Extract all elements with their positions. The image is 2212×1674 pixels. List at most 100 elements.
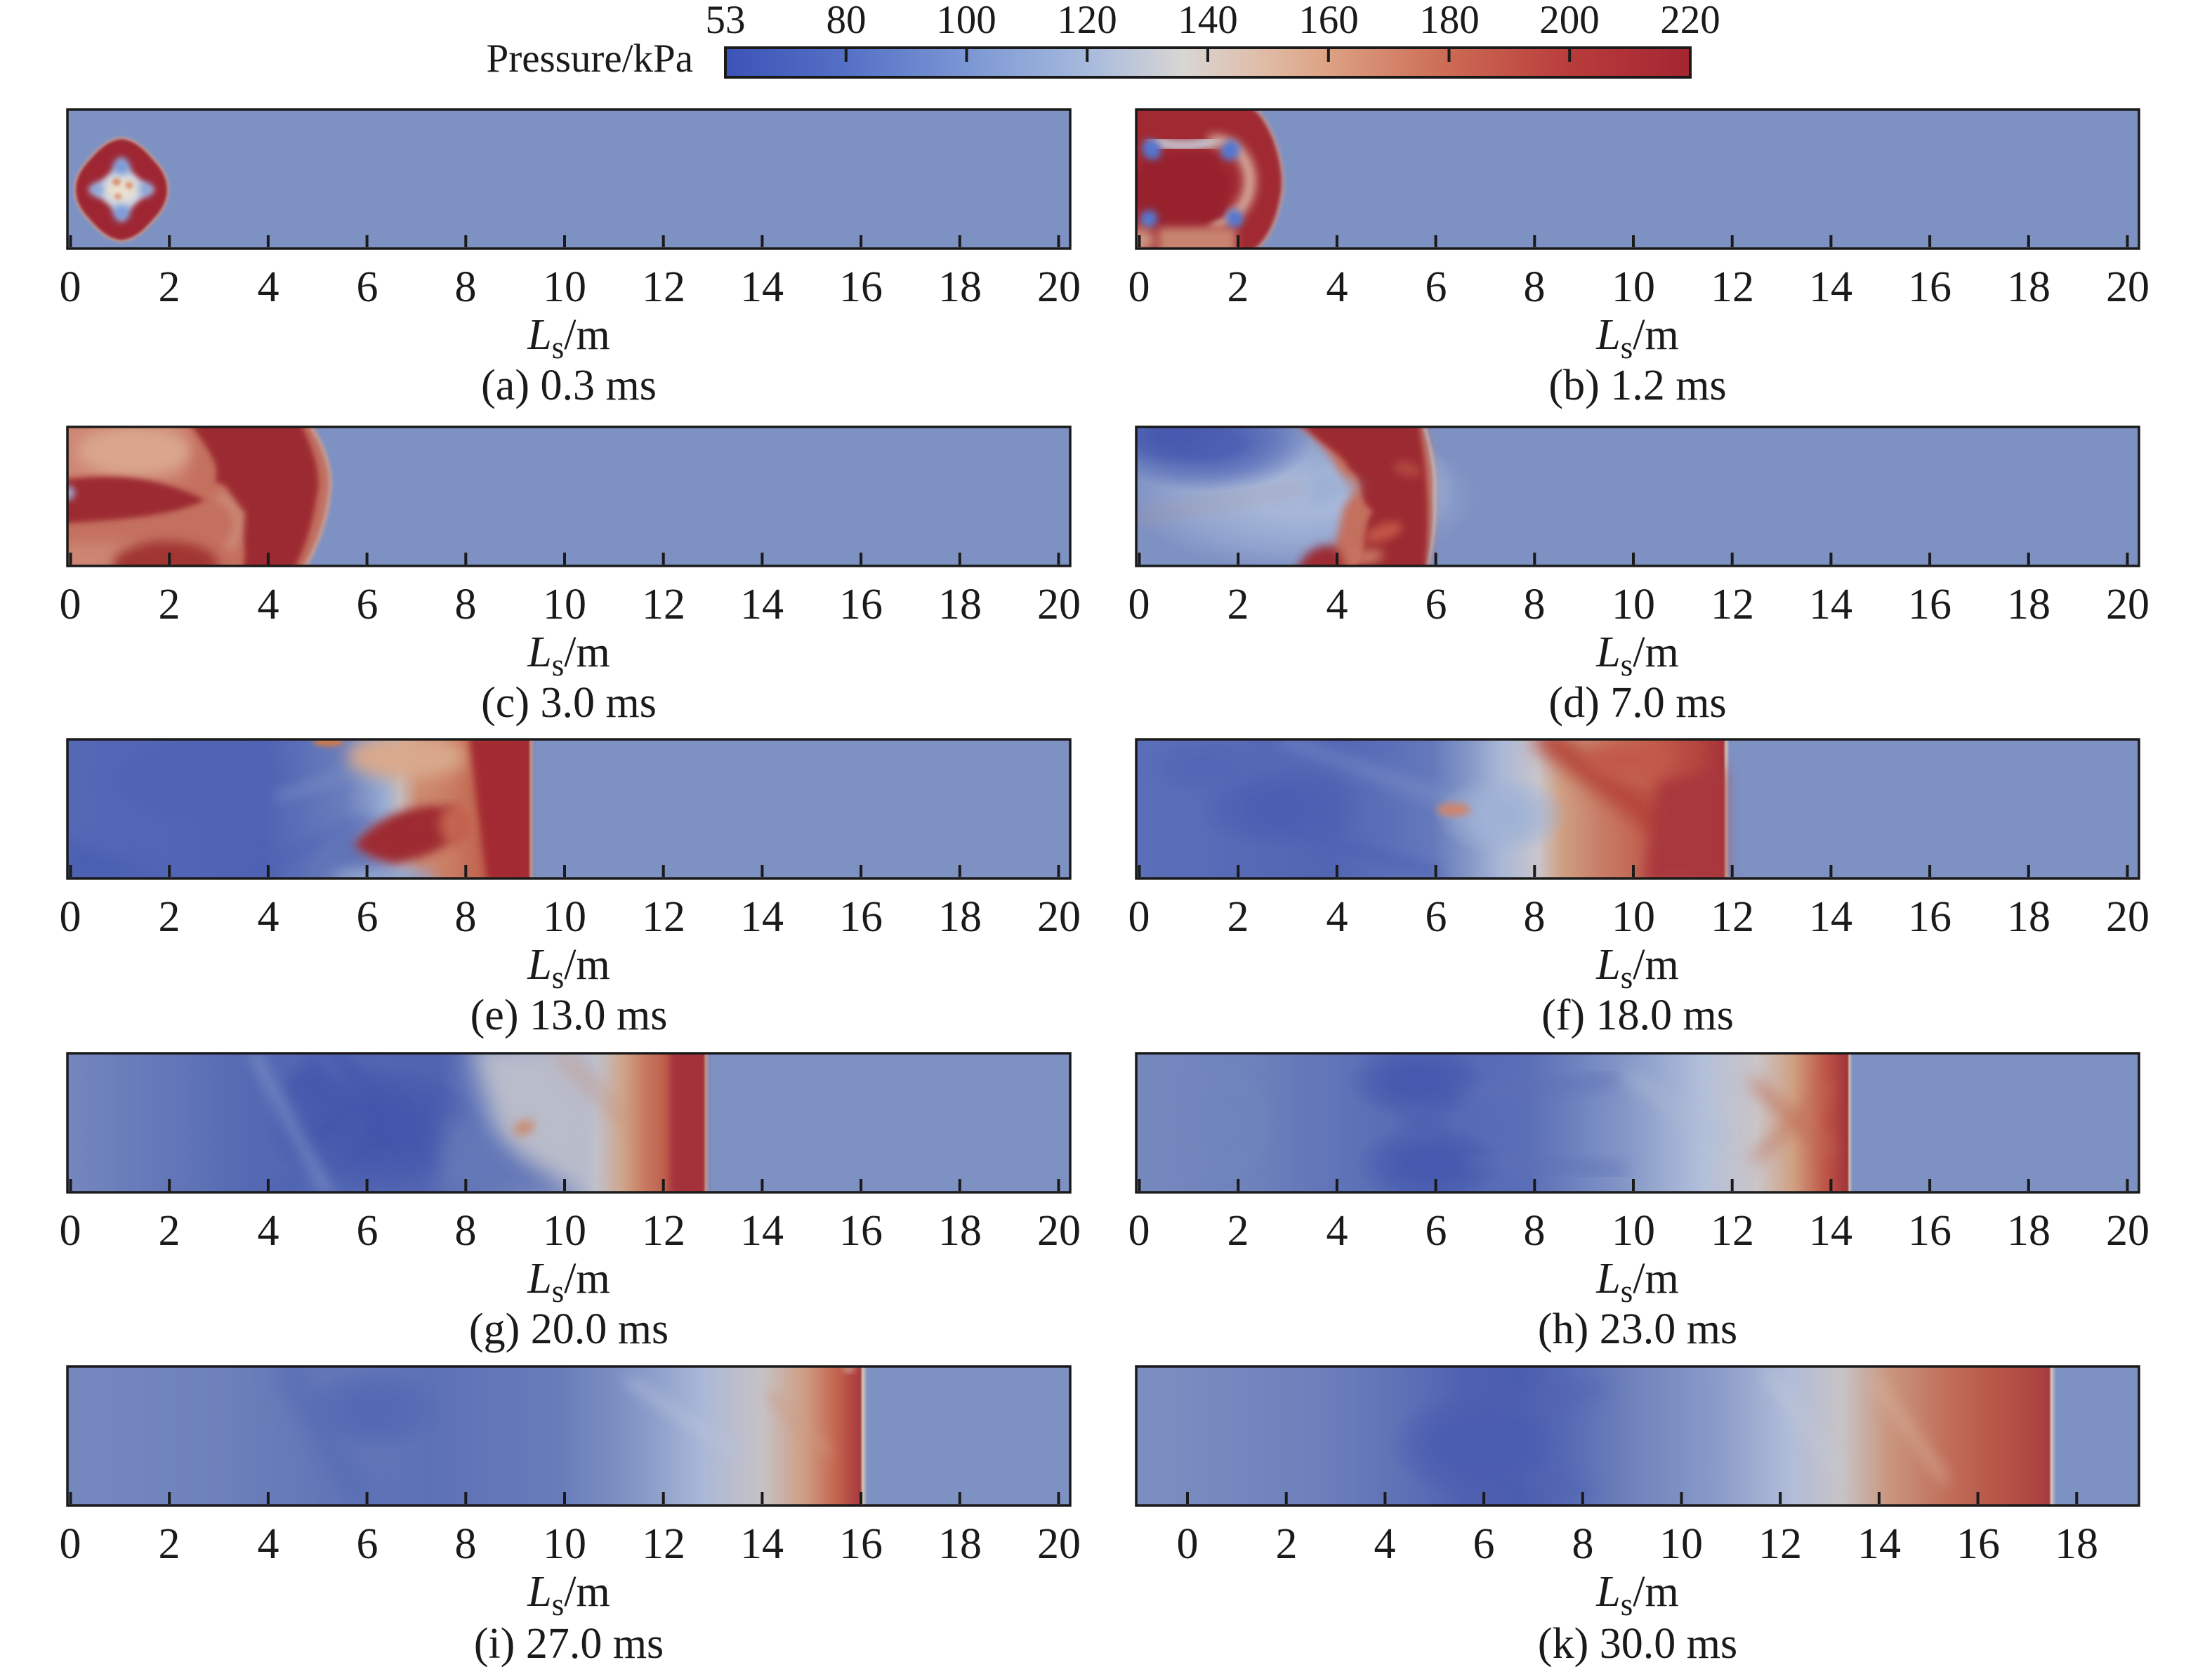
- svg-text:6: 6: [1426, 581, 1447, 628]
- svg-text:8: 8: [1572, 1520, 1594, 1568]
- svg-text:14: 14: [1857, 1520, 1901, 1568]
- svg-text:4: 4: [258, 581, 279, 628]
- svg-text:10: 10: [1612, 581, 1655, 628]
- svg-text:8: 8: [1524, 1207, 1546, 1255]
- svg-text:16: 16: [1908, 893, 1951, 941]
- svg-text:14: 14: [740, 263, 784, 311]
- svg-text:6: 6: [357, 581, 378, 628]
- svg-text:Ls/m: Ls/m: [1595, 311, 1678, 365]
- svg-text:2: 2: [159, 893, 180, 941]
- svg-text:14: 14: [1809, 893, 1852, 941]
- svg-text:18: 18: [938, 1207, 982, 1255]
- svg-text:12: 12: [642, 893, 685, 941]
- svg-text:16: 16: [839, 581, 883, 628]
- svg-text:14: 14: [1809, 263, 1852, 311]
- svg-text:10: 10: [1612, 263, 1655, 311]
- svg-text:10: 10: [1612, 1207, 1655, 1255]
- svg-text:2: 2: [159, 263, 180, 311]
- svg-text:2: 2: [159, 1520, 180, 1568]
- svg-text:200: 200: [1539, 0, 1600, 42]
- svg-text:10: 10: [543, 581, 586, 628]
- svg-text:10: 10: [1612, 893, 1655, 941]
- svg-text:(g) 20.0 ms: (g) 20.0 ms: [469, 1305, 669, 1353]
- svg-text:Ls/m: Ls/m: [527, 628, 610, 683]
- svg-text:12: 12: [1711, 263, 1754, 311]
- svg-text:16: 16: [839, 1207, 883, 1255]
- svg-text:2: 2: [1227, 1207, 1249, 1255]
- svg-text:8: 8: [455, 1520, 477, 1568]
- svg-text:(a) 0.3 ms: (a) 0.3 ms: [481, 362, 657, 409]
- svg-text:(h) 23.0 ms: (h) 23.0 ms: [1538, 1305, 1737, 1353]
- svg-text:(f) 18.0 ms: (f) 18.0 ms: [1541, 991, 1734, 1039]
- svg-text:8: 8: [455, 581, 477, 628]
- svg-text:0: 0: [1128, 581, 1150, 628]
- svg-text:(d) 7.0 ms: (d) 7.0 ms: [1548, 679, 1726, 727]
- svg-text:8: 8: [1524, 263, 1546, 311]
- svg-text:12: 12: [1758, 1520, 1802, 1568]
- svg-text:16: 16: [839, 1520, 883, 1568]
- svg-text:8: 8: [1524, 581, 1546, 628]
- svg-text:4: 4: [258, 1207, 279, 1255]
- svg-text:14: 14: [740, 1520, 784, 1568]
- svg-text:53: 53: [706, 0, 746, 42]
- svg-text:16: 16: [1908, 263, 1951, 311]
- svg-text:18: 18: [2055, 1520, 2098, 1568]
- svg-text:14: 14: [740, 581, 784, 628]
- svg-text:0: 0: [60, 263, 81, 311]
- svg-text:4: 4: [258, 263, 279, 311]
- svg-text:18: 18: [938, 581, 982, 628]
- svg-text:4: 4: [258, 893, 279, 941]
- svg-text:6: 6: [357, 893, 378, 941]
- svg-text:6: 6: [1426, 1207, 1447, 1255]
- svg-text:20: 20: [1037, 581, 1081, 628]
- svg-text:6: 6: [357, 263, 378, 311]
- svg-text:10: 10: [543, 263, 586, 311]
- svg-text:12: 12: [642, 263, 685, 311]
- svg-text:18: 18: [938, 263, 982, 311]
- svg-text:80: 80: [827, 0, 867, 42]
- svg-text:16: 16: [839, 893, 883, 941]
- svg-text:(i) 27.0 ms: (i) 27.0 ms: [474, 1620, 664, 1668]
- svg-text:Ls/m: Ls/m: [1595, 1568, 1678, 1622]
- svg-text:18: 18: [2007, 1207, 2050, 1255]
- svg-text:18: 18: [2007, 581, 2050, 628]
- svg-text:100: 100: [936, 0, 996, 42]
- svg-text:(e) 13.0 ms: (e) 13.0 ms: [470, 991, 668, 1039]
- svg-text:14: 14: [1809, 581, 1852, 628]
- svg-text:16: 16: [1908, 1207, 1951, 1255]
- svg-text:2: 2: [1276, 1520, 1298, 1568]
- svg-text:4: 4: [258, 1520, 279, 1568]
- svg-text:4: 4: [1326, 1207, 1348, 1255]
- svg-text:18: 18: [938, 1520, 982, 1568]
- svg-text:6: 6: [1473, 1520, 1495, 1568]
- svg-text:20: 20: [2106, 1207, 2150, 1255]
- svg-text:0: 0: [1177, 1520, 1199, 1568]
- svg-text:(k) 30.0 ms: (k) 30.0 ms: [1538, 1620, 1737, 1668]
- svg-text:10: 10: [543, 893, 586, 941]
- svg-text:12: 12: [1711, 1207, 1754, 1255]
- svg-text:0: 0: [60, 1207, 81, 1255]
- svg-text:0: 0: [60, 893, 81, 941]
- svg-text:4: 4: [1374, 1520, 1396, 1568]
- svg-text:18: 18: [2007, 263, 2050, 311]
- svg-text:2: 2: [1227, 581, 1249, 628]
- svg-text:20: 20: [1037, 1520, 1081, 1568]
- svg-text:2: 2: [1227, 893, 1249, 941]
- svg-text:0: 0: [60, 1520, 81, 1568]
- svg-text:6: 6: [1426, 263, 1447, 311]
- svg-text:12: 12: [1711, 581, 1754, 628]
- svg-text:0: 0: [1128, 263, 1150, 311]
- svg-text:20: 20: [2106, 263, 2150, 311]
- svg-text:12: 12: [642, 581, 685, 628]
- svg-text:18: 18: [2007, 893, 2050, 941]
- svg-text:220: 220: [1660, 0, 1720, 42]
- svg-text:18: 18: [938, 893, 982, 941]
- svg-text:6: 6: [357, 1207, 378, 1255]
- svg-text:Ls/m: Ls/m: [1595, 1255, 1678, 1309]
- svg-text:12: 12: [642, 1207, 685, 1255]
- svg-text:8: 8: [455, 893, 477, 941]
- svg-text:Ls/m: Ls/m: [1595, 941, 1678, 995]
- svg-text:Ls/m: Ls/m: [1595, 628, 1678, 683]
- svg-text:2: 2: [159, 581, 180, 628]
- svg-text:20: 20: [2106, 893, 2150, 941]
